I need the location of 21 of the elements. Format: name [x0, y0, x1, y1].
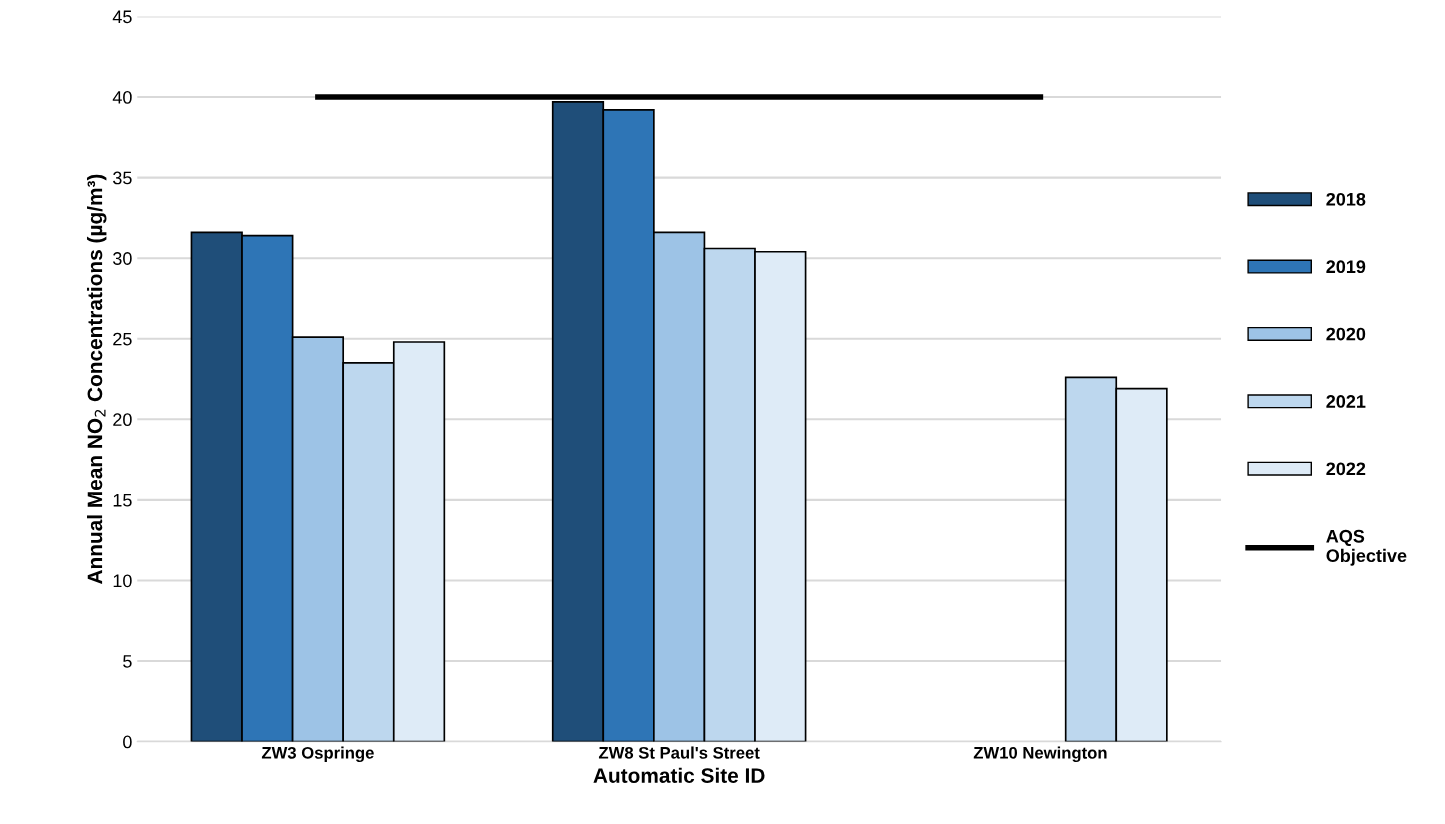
x-tick-label: ZW3 Ospringe	[261, 746, 374, 763]
y-tick-label: 15	[113, 494, 132, 507]
y-tick-label: 30	[113, 252, 132, 265]
x-tick-label: ZW10 Newington	[973, 746, 1107, 763]
y-tick-label: 35	[113, 171, 132, 185]
y-tick-label: 20	[113, 413, 132, 427]
y-tick-label: 5	[123, 655, 132, 668]
legend-label: 2022	[1326, 462, 1366, 476]
legend-label: AQS Objective	[1326, 529, 1407, 566]
y-tick-label: 0	[123, 735, 132, 749]
x-axis-title: Automatic Site ID	[593, 767, 765, 783]
x-tick-label: ZW8 St Paul's Street	[598, 746, 760, 759]
legend-label: 2021	[1326, 395, 1366, 408]
y-tick-label: 45	[112, 10, 132, 24]
y-axis-title: Annual Mean NO$_{2}$ Concentrations (µg/m³)	[86, 174, 107, 585]
legend-label: 2020	[1326, 327, 1366, 341]
legend-label: 2019	[1326, 260, 1366, 274]
y-tick-label: 40	[112, 90, 132, 104]
y-tick-label: 10	[113, 574, 132, 588]
y-tick-label: 25	[113, 332, 132, 346]
legend-label: 2018	[1326, 192, 1366, 206]
